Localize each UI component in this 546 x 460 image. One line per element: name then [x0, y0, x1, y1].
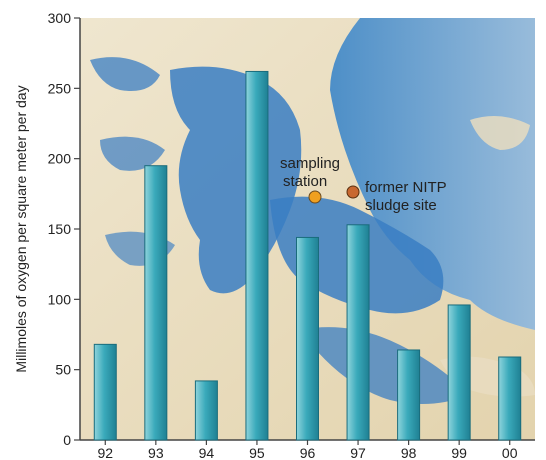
sludge-site-label-line-1: former NITP	[365, 179, 447, 196]
sampling-station-label-line-1: sampling	[280, 155, 340, 172]
sampling-station-marker	[308, 190, 322, 204]
x-tick-label: 96	[300, 445, 316, 460]
x-tick-label: 92	[97, 445, 113, 460]
y-tick-label: 50	[55, 362, 71, 378]
x-tick-label: 00	[502, 445, 518, 460]
y-tick-label: 100	[48, 291, 72, 307]
sampling-station-annotation: sampling station	[280, 155, 340, 204]
x-tick-label: 94	[199, 445, 215, 460]
bar-95	[245, 70, 269, 441]
sludge-site-marker	[346, 185, 360, 199]
y-tick-label: 300	[48, 10, 72, 26]
bar-98	[397, 349, 421, 441]
x-tick-label: 99	[451, 445, 467, 460]
bar-96	[296, 236, 319, 441]
y-tick-label: 200	[48, 151, 72, 167]
x-tick-label: 95	[249, 445, 265, 460]
bar-92	[93, 343, 117, 441]
y-tick-label: 250	[48, 80, 72, 96]
x-tick-label: 98	[401, 445, 417, 460]
bar-97	[346, 224, 370, 441]
y-tick-label: 150	[48, 221, 72, 237]
y-axis-label: Millimoles of oxygen per square meter pe…	[13, 85, 29, 372]
y-tick-label: 0	[63, 432, 71, 448]
bar-00	[498, 356, 522, 441]
bar-99	[447, 304, 471, 441]
sludge-site-label-line-2: sludge site	[365, 197, 437, 214]
x-tick-label: 97	[350, 445, 366, 460]
sampling-station-label-line-2: station	[283, 173, 327, 190]
x-axis-ticks: 92 93 94 95 96 97 98 99 00	[97, 440, 518, 460]
bar-93	[144, 165, 168, 441]
sludge-site-annotation: former NITP sludge site	[346, 179, 447, 214]
x-tick-label: 93	[148, 445, 164, 460]
bars	[93, 70, 522, 441]
y-axis-ticks: 0 50 100 150 200 250 300	[48, 10, 80, 448]
bar-94	[194, 380, 218, 441]
